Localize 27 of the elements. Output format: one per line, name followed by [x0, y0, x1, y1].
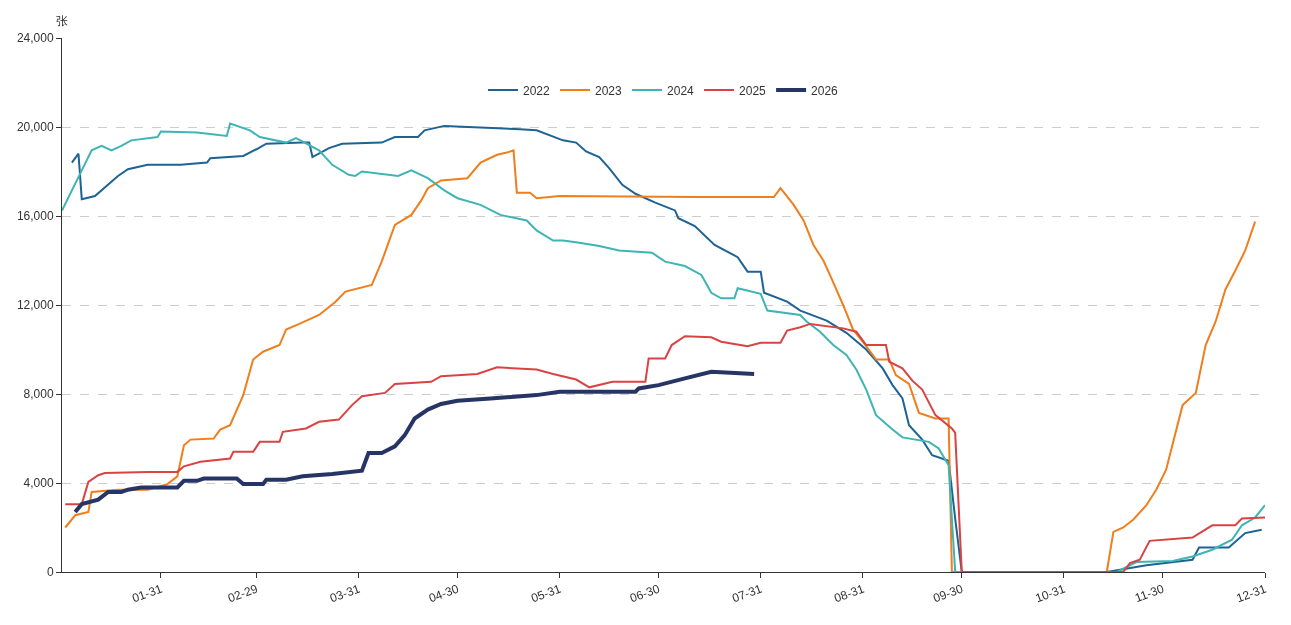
- y-tick-label: 4,000: [23, 476, 54, 491]
- legend-label: 2024: [667, 83, 695, 98]
- x-tick-label: 06-30: [628, 581, 662, 606]
- x-tick-label: 01-31: [130, 581, 165, 606]
- x-tick-label: 10-31: [1033, 581, 1068, 606]
- y-axis-title: 张: [56, 14, 68, 28]
- y-tick-label: 8,000: [23, 387, 54, 402]
- x-tick-label: 05-31: [529, 581, 564, 606]
- x-tick-label: 04-30: [426, 581, 461, 606]
- x-tick-label: 09-30: [931, 581, 966, 606]
- legend-label: 2023: [595, 83, 623, 98]
- x-tick-label: 02-29: [225, 581, 260, 606]
- x-tick-label: 08-31: [832, 581, 867, 606]
- line-series: [73, 369, 757, 514]
- y-tick-label: 12,000: [16, 298, 54, 313]
- y-tick-label: 20,000: [16, 120, 54, 135]
- y-tick-label: 16,000: [16, 209, 54, 224]
- legend-label: 2026: [811, 83, 839, 98]
- y-tick-label: 24,000: [16, 31, 54, 46]
- x-tick-label: 12-31: [1234, 581, 1269, 606]
- line-series: [64, 322, 1265, 572]
- legend-label: 2022: [523, 83, 551, 98]
- x-tick-label: 11-30: [1133, 581, 1167, 606]
- x-tick-label: 07-31: [730, 581, 765, 606]
- y-tick-label: 0: [46, 565, 54, 580]
- legend-label: 2025: [739, 83, 767, 98]
- x-tick-label: 03-31: [328, 581, 362, 606]
